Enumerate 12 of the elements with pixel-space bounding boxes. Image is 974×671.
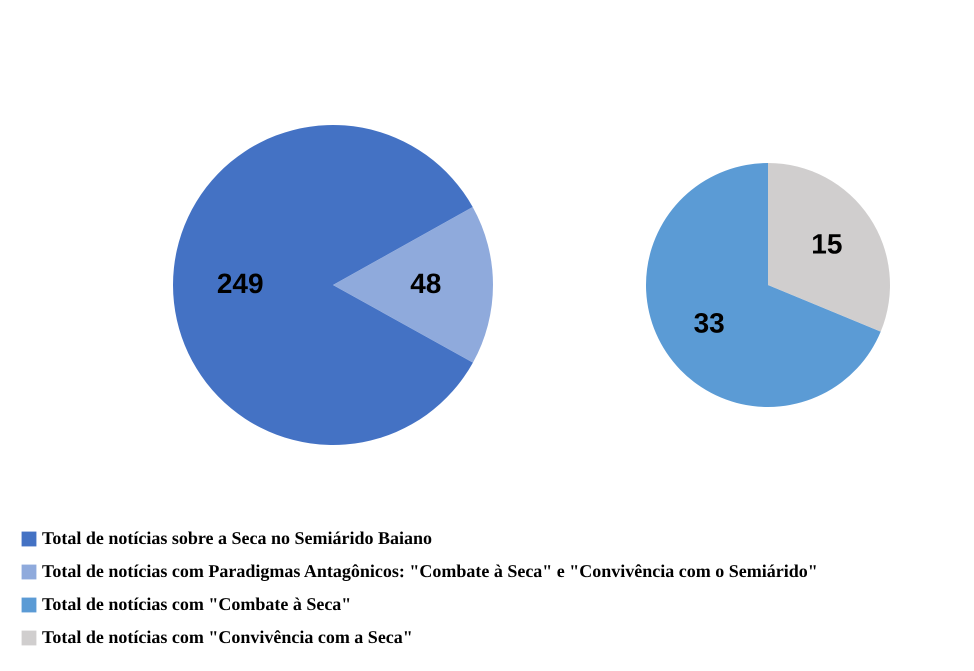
pie-slice [173,125,473,445]
pie-slice [646,163,881,407]
pie-slice [768,163,890,332]
legend-label: Total de notícias com "Convivência com a Seca" [42,627,413,647]
data-label: 249 [216,268,264,300]
data-label: 15 [811,228,842,260]
pie-slice [333,206,493,363]
legend-label: Total de notícias com "Combate à Seca" [42,594,352,614]
legend-label: Total de notícias sobre a Seca no Semiárido Baiano [42,528,432,548]
data-label: 48 [410,268,442,299]
legend-label: Total de notícias com Paradigmas Antagônicos: "Combate à Seca" e "Convivência com o Semiárido" [42,561,818,581]
data-label: 33 [694,307,725,338]
